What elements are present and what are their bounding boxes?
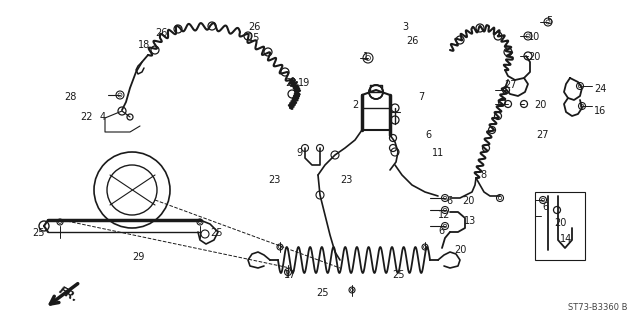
Text: 19: 19 [298, 78, 310, 88]
Text: 24: 24 [594, 84, 606, 94]
Text: 6: 6 [446, 196, 452, 206]
Text: 18: 18 [138, 40, 150, 50]
Circle shape [369, 85, 383, 99]
Bar [535, 192, 585, 260]
Text: 10: 10 [528, 32, 540, 42]
Text: 25: 25 [392, 270, 404, 280]
Text: 20: 20 [554, 218, 566, 228]
Text: 3: 3 [402, 22, 408, 32]
Text: 20: 20 [534, 100, 547, 110]
Text: 20: 20 [454, 245, 467, 255]
Text: 13: 13 [464, 216, 476, 226]
Text: 25: 25 [32, 228, 45, 238]
Text: 27: 27 [504, 80, 516, 90]
Text: 12: 12 [438, 210, 451, 220]
Text: 9: 9 [296, 148, 302, 158]
Text: 22: 22 [80, 112, 93, 122]
Text: 20: 20 [462, 196, 474, 206]
Text: 2: 2 [352, 100, 358, 110]
Text: ST73-B3360 B: ST73-B3360 B [568, 303, 628, 312]
Text: 26: 26 [406, 36, 419, 46]
Text: 4: 4 [100, 112, 106, 122]
Text: 6: 6 [438, 226, 444, 236]
Text: 7: 7 [418, 92, 424, 102]
Text: 15: 15 [248, 33, 260, 43]
Text: 8: 8 [480, 170, 486, 180]
Text: 26: 26 [248, 22, 260, 32]
Text: 16: 16 [594, 106, 606, 116]
Text: 6: 6 [542, 202, 548, 212]
Text: 11: 11 [432, 148, 444, 158]
Text: 21: 21 [285, 78, 298, 88]
Text: 20: 20 [528, 52, 540, 62]
Text: 23: 23 [340, 175, 353, 185]
Text: 26: 26 [155, 28, 168, 38]
Text: 1: 1 [363, 52, 369, 62]
Text: 25: 25 [210, 228, 223, 238]
Text: 17: 17 [284, 270, 296, 280]
Text: 25: 25 [316, 288, 328, 298]
Text: 23: 23 [268, 175, 280, 185]
Text: 28: 28 [64, 92, 76, 102]
Text: 27: 27 [536, 130, 548, 140]
Text: 6: 6 [425, 130, 431, 140]
Text: 14: 14 [560, 234, 572, 244]
Text: 5: 5 [546, 16, 552, 26]
Text: 29: 29 [132, 252, 145, 262]
Text: FR.: FR. [56, 285, 79, 305]
